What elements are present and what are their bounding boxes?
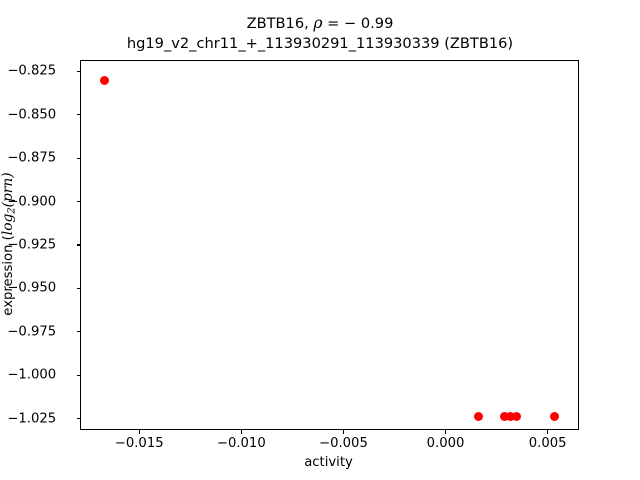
y-axis-tick: [77, 70, 81, 72]
y-axis-tick-label: −0.875: [7, 150, 57, 166]
y-axis-tick-label: −0.950: [7, 280, 57, 296]
chart-title-gene: ZBTB16,: [246, 15, 314, 32]
plot-data-area: [81, 61, 578, 429]
y-axis-tick: [77, 200, 81, 203]
y-axis-tick: [77, 418, 81, 420]
rho-symbol: ρ: [313, 14, 323, 32]
y-axis-tick-label: −0.925: [7, 237, 57, 253]
y-axis-label-log: log: [0, 213, 16, 236]
y-axis-tick-label: −0.975: [7, 324, 57, 340]
scatter-point: [511, 411, 521, 421]
y-axis-tick-label: −1.000: [7, 367, 57, 383]
x-axis-tick: [445, 430, 447, 434]
x-axis-tick-label: 0.005: [528, 436, 567, 451]
x-axis-tick-label: 0.000: [426, 436, 465, 451]
x-axis-tick: [342, 430, 344, 434]
y-axis-tick: [77, 287, 81, 289]
plot-axes: −0.015 −0.010 −0.005 0.000 0.005 −0.825 −0.850…: [7, 60, 579, 451]
y-axis-tick-label: −1.025: [7, 411, 57, 427]
y-axis-tick: [77, 114, 81, 116]
x-axis-tick-label: −0.010: [216, 436, 266, 451]
x-axis-tick: [138, 430, 140, 434]
chart-title: ZBTB16, ρ = − 0.99 hg19_v2_chr11_+_11393…: [0, 13, 640, 54]
scatter-point: [99, 75, 109, 85]
y-axis-label-tail: (prn): [0, 172, 16, 208]
y-axis-label-prefix: expression (: [1, 235, 16, 316]
x-axis-tick-label: −0.005: [319, 436, 368, 451]
scatter-point: [549, 411, 559, 421]
y-axis-label-subscript: 2: [7, 207, 16, 213]
chart-title-line-1: ZBTB16, ρ = − 0.99: [0, 13, 640, 34]
y-axis-tick: [77, 374, 81, 376]
x-axis-tick: [547, 430, 549, 434]
x-axis-tick: [240, 430, 242, 434]
y-axis-tick: [77, 157, 81, 159]
scatter-point: [506, 411, 516, 421]
x-axis-label: activity: [304, 455, 353, 470]
y-axis-tick: [77, 331, 81, 333]
y-axis-tick-label: −0.825: [7, 63, 57, 79]
y-axis-tick-label: −0.900: [7, 194, 57, 210]
y-axis-label-container: expression (log2(prn): [0, 60, 16, 428]
scatter-point: [474, 411, 484, 421]
rho-value: = − 0.99: [322, 15, 394, 32]
chart-title-line-2: hg19_v2_chr11_+_113930291_113930339 (ZBT…: [126, 35, 514, 52]
scatter-point: [500, 411, 510, 421]
x-axis-tick-label: −0.015: [114, 436, 164, 451]
y-axis-tick-label: −0.850: [7, 107, 57, 123]
y-axis-tick: [77, 244, 81, 246]
y-axis-label: expression (log2(prn): [0, 60, 16, 428]
